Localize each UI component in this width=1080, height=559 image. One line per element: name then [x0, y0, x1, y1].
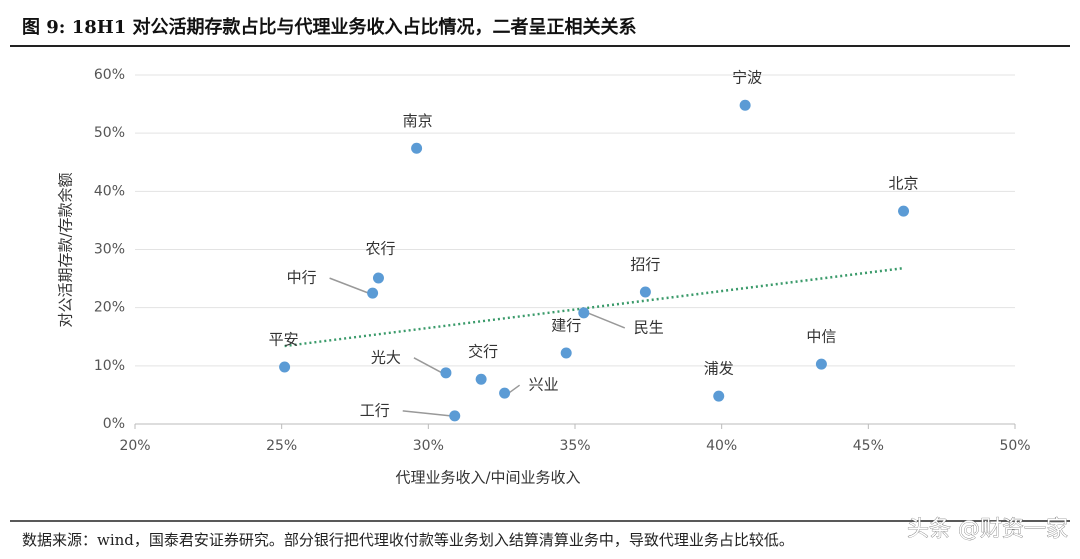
x-tick-label: 25%	[266, 438, 297, 454]
x-tick-label: 35%	[559, 438, 590, 454]
source-note: 数据来源：wind，国泰君安证券研究。部分银行把代理收付款等业务划入结算清算业务…	[22, 531, 794, 549]
point	[475, 373, 487, 385]
point-label: 中信	[806, 328, 836, 346]
y-tick-label: 60%	[94, 67, 125, 83]
y-tick-label: 10%	[94, 358, 125, 374]
point	[449, 410, 461, 422]
point	[578, 307, 590, 319]
point-label: 中行	[287, 269, 317, 287]
point	[440, 367, 452, 379]
y-tick-label: 50%	[94, 125, 125, 141]
y-tick-label: 30%	[94, 242, 125, 258]
leader-line	[413, 357, 443, 374]
point	[639, 286, 651, 298]
point-label: 农行	[365, 240, 395, 258]
point	[411, 142, 423, 154]
x-tick-label: 30%	[413, 438, 444, 454]
y-tick-label: 20%	[94, 300, 125, 316]
point-label: 北京	[889, 175, 919, 193]
point-label: 光大	[371, 348, 401, 366]
x-tick-label: 45%	[853, 438, 884, 454]
point	[367, 287, 379, 299]
point-label: 兴业	[529, 376, 559, 394]
point-label: 民生	[634, 318, 664, 336]
x-tick-label: 20%	[119, 438, 150, 454]
x-tick-label: 40%	[706, 438, 737, 454]
point	[739, 99, 751, 111]
leader-line	[508, 384, 521, 394]
point	[815, 358, 827, 370]
y-tick-label: 0%	[103, 416, 125, 432]
point-label: 浦发	[704, 360, 734, 378]
point-label: 工行	[360, 401, 390, 419]
watermark: 头条 @财资一家	[907, 517, 1068, 542]
point	[372, 272, 384, 284]
point-label: 平安	[269, 330, 299, 348]
point	[499, 387, 511, 399]
point	[279, 361, 291, 373]
point-label: 招行	[630, 255, 660, 273]
x-axis-label: 代理业务收入/中间业务收入	[395, 469, 580, 487]
point-label: 宁波	[732, 69, 762, 87]
leader-line	[402, 410, 451, 417]
chart-title: 图 9: 18H1 对公活期存款占比与代理业务收入占比情况，二者呈正相关关系	[22, 16, 637, 38]
point-label: 交行	[468, 343, 498, 361]
point	[560, 347, 572, 359]
y-tick-label: 40%	[94, 183, 125, 199]
leader-line	[329, 277, 369, 294]
point	[898, 205, 910, 217]
point	[713, 390, 725, 402]
trend-line	[284, 266, 904, 348]
point-label: 南京	[403, 112, 433, 130]
point-label: 建行	[551, 317, 581, 335]
leader-line	[587, 312, 626, 329]
x-tick-label: 50%	[999, 438, 1030, 454]
y-axis-label: 对公活期存款/存款余额	[57, 172, 75, 327]
